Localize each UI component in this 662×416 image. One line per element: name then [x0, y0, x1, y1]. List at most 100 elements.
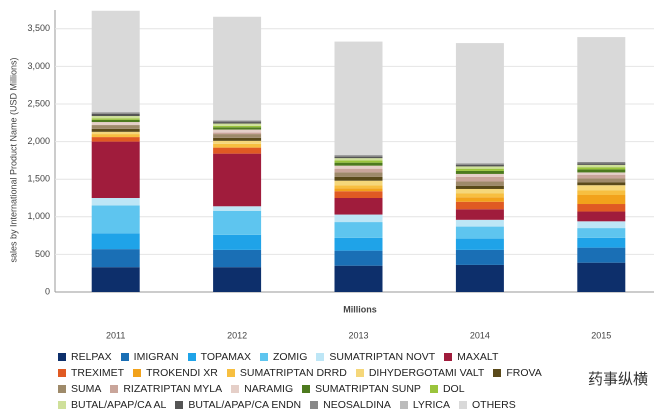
legend-item: DOL	[429, 381, 465, 397]
bar-segment	[213, 127, 262, 130]
y-tick-label: 3,000	[27, 61, 50, 71]
y-axis-label: sales by International Product Name (USD…	[8, 57, 18, 262]
bar-segment	[455, 188, 504, 194]
bar-segment	[334, 265, 383, 292]
legend-swatch	[429, 385, 438, 393]
legend-item: TROKENDI XR	[133, 365, 218, 381]
legend-swatch	[226, 369, 235, 377]
y-tick-label: 1,000	[27, 211, 50, 221]
legend-label: SUMATRIPTAN SUNP	[315, 383, 421, 395]
bar-segment	[577, 163, 626, 165]
bar-segment	[213, 143, 262, 148]
bar-segment	[334, 162, 383, 166]
legend-swatch	[110, 385, 119, 393]
legend-item: BUTAL/APAP/CA ENDN	[175, 397, 301, 413]
legend-item: DIHYDERGOTAMI VALT	[355, 365, 484, 381]
bar-segment	[334, 185, 383, 189]
legend-swatch	[120, 353, 129, 361]
bar-segment	[577, 172, 626, 175]
x-tick-label: 2011	[106, 330, 125, 340]
bar-segment	[91, 141, 140, 198]
bar-segment	[91, 131, 140, 135]
bar-segment	[334, 188, 383, 192]
bar-segment	[577, 182, 626, 186]
x-tick-label: 2012	[227, 330, 247, 340]
bar-segment	[577, 167, 626, 170]
legend-swatch	[399, 401, 408, 409]
y-tick-label: 2,500	[27, 98, 50, 108]
bar-segment	[577, 194, 626, 205]
bar-segment	[213, 120, 262, 123]
bar-segment	[91, 112, 140, 114]
bar-segment	[577, 211, 626, 222]
bar-segment	[334, 158, 383, 161]
bar-segment	[455, 197, 504, 202]
bar-segment	[91, 10, 140, 113]
legend-item: SUMA	[58, 381, 101, 397]
bar-segment	[577, 221, 626, 229]
bar-segment	[213, 147, 262, 154]
bar-segment	[334, 155, 383, 157]
bar-segment	[334, 172, 383, 177]
legend-swatch	[187, 353, 196, 361]
bar-segment	[577, 164, 626, 168]
bar-segment	[455, 173, 504, 177]
legend-item: NEOSALDINA	[310, 397, 391, 413]
legend-item: SUMATRIPTAN DRRD	[226, 365, 347, 381]
x-tick-label: 2014	[470, 330, 490, 340]
legend-label: IMIGRAN	[133, 351, 179, 363]
bar-segment	[91, 137, 140, 142]
bar-segment	[213, 125, 262, 128]
bar-segment	[455, 209, 504, 220]
bar-segment	[577, 262, 626, 292]
bar-segment	[455, 226, 504, 239]
legend-swatch	[58, 369, 66, 377]
legend-swatch	[231, 385, 240, 393]
bar-segment	[334, 198, 383, 215]
y-tick-label: 2,000	[27, 136, 50, 146]
legend-item: BUTAL/APAP/CA AL	[58, 397, 166, 413]
legend-label: LYRICA	[412, 399, 450, 411]
legend-swatch	[259, 353, 268, 361]
legend-item: LYRICA	[399, 397, 450, 413]
bar-segment	[334, 250, 383, 266]
legend-item: MAXALT	[444, 349, 498, 365]
bar-segment	[213, 249, 262, 268]
bar-segment	[577, 161, 626, 164]
bar-segment	[91, 198, 140, 206]
legend-label: NARAMIG	[244, 383, 294, 395]
bar-segment	[577, 169, 626, 173]
legend-label: SUMA	[71, 383, 102, 395]
bar-segment	[334, 41, 383, 156]
bar-segment	[91, 267, 140, 292]
bar-segment	[213, 153, 262, 207]
legend-label: OTHERS	[471, 399, 516, 411]
legend: RELPAX IMIGRAN TOPAMAX ZOMIG SUMATRIPTAN NOV…	[58, 349, 578, 413]
bar-segment	[334, 160, 383, 163]
bar-segment	[91, 205, 140, 234]
bar-segment	[577, 237, 626, 248]
bar-segment	[455, 181, 504, 186]
bar-segment	[213, 132, 262, 135]
bar-segment	[577, 190, 626, 195]
bar-segment	[213, 129, 262, 133]
legend-item: TOPAMAX	[187, 349, 251, 365]
bar-segment	[213, 234, 262, 250]
x-tick-label: 2015	[591, 330, 611, 340]
bar-segment	[91, 125, 140, 129]
legend-label: ZOMIG	[272, 351, 308, 363]
bar-segment	[455, 238, 504, 250]
bar-segment	[213, 140, 262, 144]
bar-segment	[213, 210, 262, 235]
legend-swatch	[58, 401, 66, 409]
bar-segment	[455, 166, 504, 169]
legend-swatch	[58, 353, 66, 361]
legend-swatch	[175, 401, 184, 409]
bar-segment	[213, 16, 262, 121]
legend-item: SUMATRIPTAN NOVT	[316, 349, 435, 365]
bar-segment	[334, 222, 383, 238]
legend-label: NEOSALDINA	[323, 399, 391, 411]
bar-segment	[455, 201, 504, 210]
legend-item: NARAMIG	[231, 381, 293, 397]
bar-segment	[334, 180, 383, 186]
